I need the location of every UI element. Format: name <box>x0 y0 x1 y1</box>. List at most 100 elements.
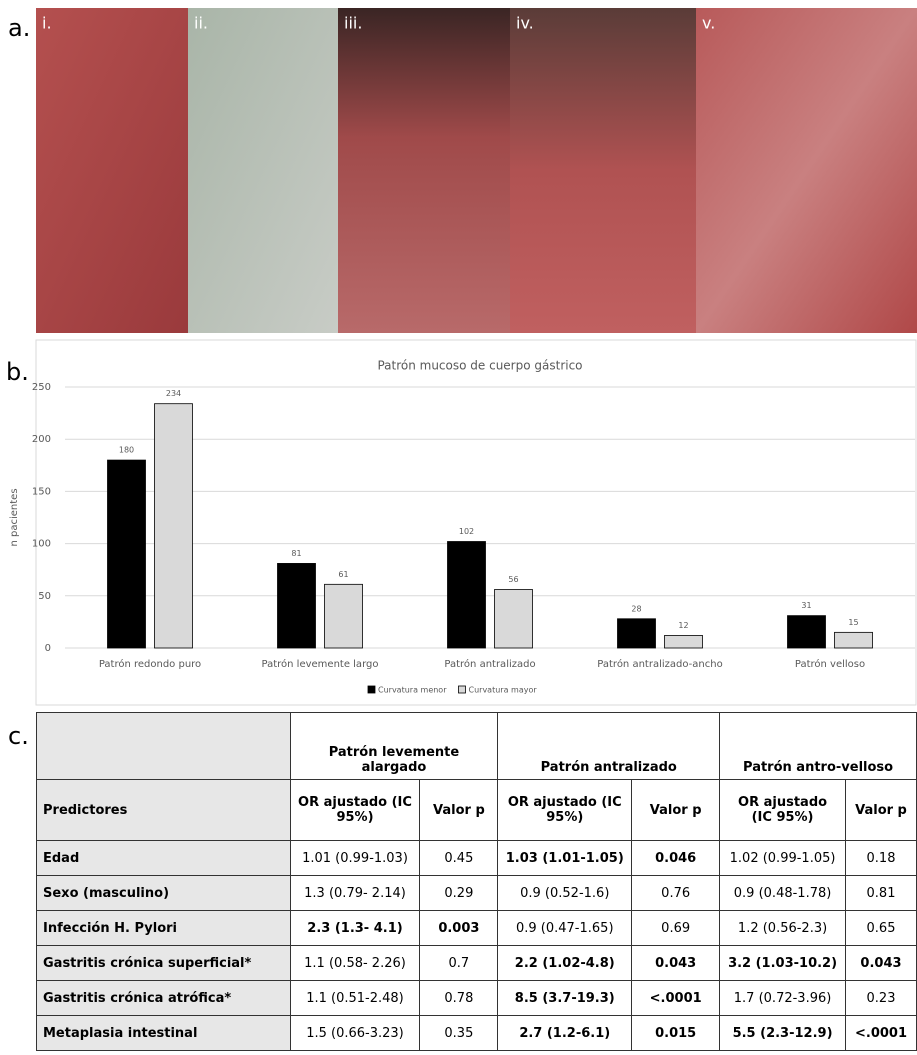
y-tick-label: 250 <box>32 382 51 393</box>
table-cell: 0.043 <box>631 945 721 981</box>
table-cell: 0.76 <box>631 875 721 911</box>
table-cell: Patrón levemente alargado <box>289 712 499 780</box>
panel-label: c. <box>8 722 29 750</box>
data-label: 61 <box>338 570 348 579</box>
data-label: 28 <box>631 604 641 613</box>
table-cell: 0.81 <box>844 875 917 911</box>
panel-label: b. <box>6 358 29 386</box>
table-row: Edad 1.01 (0.99-1.03) 0.45 1.03 (1.01-1.05)… <box>36 840 917 876</box>
bar <box>324 583 363 649</box>
legend-label: Curvatura mayor <box>469 686 538 695</box>
data-label: 15 <box>848 618 858 627</box>
bar <box>617 618 656 649</box>
table-cell: OR ajustado (IC 95%) <box>719 779 846 841</box>
table-cell: Edad <box>36 840 291 876</box>
bar <box>494 589 533 649</box>
bar <box>277 563 316 649</box>
table-cell: 0.9 (0.48-1.78) <box>719 875 846 911</box>
table-cell: <.0001 <box>844 1015 917 1051</box>
table-cell: Valor p <box>631 779 721 841</box>
bar <box>787 615 826 649</box>
table-row: Gastritis crónica superficial* 1.1 (0.58-… <box>36 945 917 981</box>
bar <box>447 541 486 649</box>
chart-title: Patrón mucoso de cuerpo gástrico <box>377 359 582 373</box>
table-cell: OR ajustado (IC 95%) <box>289 779 421 841</box>
y-tick-label: 0 <box>45 643 51 654</box>
table-row: Sexo (masculino) 1.3 (0.79- 2.14) 0.29 0.9 … <box>36 875 917 911</box>
table-cell <box>36 712 291 780</box>
image <box>510 8 696 333</box>
table-cell: 0.45 <box>419 840 499 876</box>
x-tick-label: Patrón antralizado <box>444 658 535 670</box>
data-label: 12 <box>678 621 688 630</box>
image-label: iv. <box>516 14 534 33</box>
data-label: 56 <box>508 575 518 584</box>
x-tick-label: Patrón redondo puro <box>99 658 201 670</box>
table-cell: 0.046 <box>631 840 721 876</box>
table-cell: 3.2 (1.03-10.2) <box>719 945 846 981</box>
data-label: 102 <box>459 527 474 536</box>
x-tick-label: Patrón velloso <box>795 658 865 670</box>
image-label: i. <box>42 14 52 33</box>
data-label: 81 <box>291 549 301 558</box>
table-cell: Sexo (masculino) <box>36 875 291 911</box>
table-cell: 0.18 <box>844 840 917 876</box>
y-axis-label: n pacientes <box>9 488 20 546</box>
table-cell: 0.015 <box>631 1015 721 1051</box>
table-cell: 1.5 (0.66-3.23) <box>289 1015 421 1051</box>
table-cell: 0.35 <box>419 1015 499 1051</box>
table-cell: 1.1 (0.51-2.48) <box>289 980 421 1016</box>
legend-label: Curvatura menor <box>378 686 447 695</box>
table-cell: 2.2 (1.02-4.8) <box>497 945 633 981</box>
table-cell: Metaplasia intestinal <box>36 1015 291 1051</box>
table-cell: 0.9 (0.52-1.6) <box>497 875 633 911</box>
table-cell: 0.003 <box>419 910 499 946</box>
table-cell: 8.5 (3.7-19.3) <box>497 980 633 1016</box>
table-cell: 0.29 <box>419 875 499 911</box>
legend-swatch <box>458 685 466 694</box>
image <box>338 8 510 333</box>
y-tick-label: 50 <box>38 591 51 602</box>
table-row: Metaplasia intestinal 1.5 (0.66-3.23) 0.35… <box>36 1015 917 1051</box>
data-label: 234 <box>166 389 181 398</box>
bar <box>664 635 703 649</box>
y-tick-label: 100 <box>32 539 51 550</box>
table-cell: OR ajustado (IC 95%) <box>497 779 633 841</box>
x-tick-label: Patrón levemente largo <box>262 658 379 670</box>
y-tick-label: 200 <box>32 434 51 445</box>
table-cell: 1.01 (0.99-1.03) <box>289 840 421 876</box>
table-cell: 1.2 (0.56-2.3) <box>719 910 846 946</box>
table-cell: 2.3 (1.3- 4.1) <box>289 910 421 946</box>
legend-swatch <box>367 685 376 694</box>
table-cell: 1.02 (0.99-1.05) <box>719 840 846 876</box>
table-cell: 0.23 <box>844 980 917 1016</box>
table-cell: 0.78 <box>419 980 499 1016</box>
bar <box>107 459 146 649</box>
image-label: v. <box>702 14 715 33</box>
image <box>188 8 338 333</box>
table-row: Predictores OR ajustado (IC 95%) Valor p OR… <box>36 779 917 841</box>
table-cell: 0.043 <box>844 945 917 981</box>
figure-graphics: i. ii. iii. iv. v. Patrón mucoso de cuerpo g… <box>9 8 917 706</box>
table-cell: Valor p <box>844 779 917 841</box>
table-row: Infección H. Pylori 2.3 (1.3- 4.1) 0.003 0.… <box>36 910 917 946</box>
bar <box>154 403 193 649</box>
table-cell: 1.1 (0.58- 2.26) <box>289 945 421 981</box>
y-tick-label: 150 <box>32 486 51 497</box>
table-cell: Gastritis crónica superficial* <box>36 945 291 981</box>
table-cell: Patrón antralizado <box>497 712 721 780</box>
table-cell: 1.3 (0.79- 2.14) <box>289 875 421 911</box>
image <box>36 8 188 333</box>
table-cell: Valor p <box>419 779 499 841</box>
table-cell: <.0001 <box>631 980 721 1016</box>
x-tick-label: Patrón antralizado-ancho <box>597 658 722 670</box>
table-row: Patrón levemente alargado Patrón antraliz… <box>36 712 917 780</box>
data-label: 31 <box>801 601 811 610</box>
table-cell: Predictores <box>36 779 291 841</box>
table-cell: 0.69 <box>631 910 721 946</box>
image <box>696 8 917 333</box>
table-cell: 2.7 (1.2-6.1) <box>497 1015 633 1051</box>
table-cell: 1.03 (1.01-1.05) <box>497 840 633 876</box>
table-cell: Patrón antro-velloso <box>719 712 917 780</box>
